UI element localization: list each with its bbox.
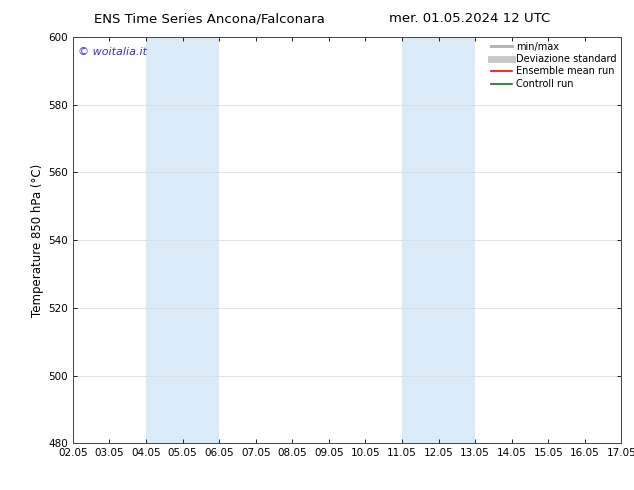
Text: mer. 01.05.2024 12 UTC: mer. 01.05.2024 12 UTC: [389, 12, 550, 25]
Bar: [146, 37, 219, 443]
Text: ENS Time Series Ancona/Falconara: ENS Time Series Ancona/Falconara: [94, 12, 325, 25]
Text: © woitalia.it: © woitalia.it: [79, 47, 147, 57]
Legend: min/max, Deviazione standard, Ensemble mean run, Controll run: min/max, Deviazione standard, Ensemble m…: [489, 40, 618, 91]
Bar: [402, 37, 475, 443]
Y-axis label: Temperature 850 hPa (°C): Temperature 850 hPa (°C): [31, 164, 44, 317]
